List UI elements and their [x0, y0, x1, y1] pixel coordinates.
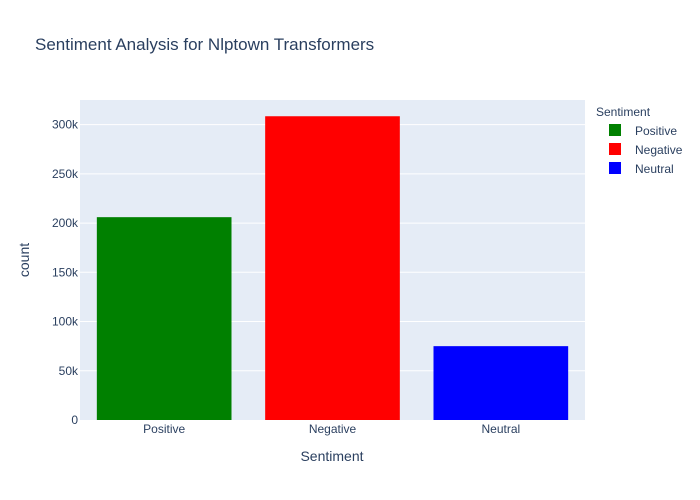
- bar-negative[interactable]: [265, 116, 400, 420]
- y-tick-label: 100k: [52, 315, 79, 329]
- legend: Sentiment Positive Negative Neutral: [596, 105, 683, 176]
- y-tick-label: 250k: [52, 167, 79, 181]
- x-tick-label: Neutral: [481, 422, 520, 436]
- legend-title: Sentiment: [596, 105, 651, 119]
- x-tick-label: Negative: [309, 422, 357, 436]
- bar-neutral[interactable]: [433, 346, 569, 420]
- y-tick-label: 300k: [52, 118, 79, 132]
- x-axis-title: Sentiment: [300, 448, 363, 464]
- legend-label-neutral[interactable]: Neutral: [635, 162, 674, 176]
- x-tick-label: Positive: [143, 422, 185, 436]
- plot-area: 0 50k 100k 150k 200k 250k 300k Positive Negative…: [52, 100, 585, 436]
- y-tick-label: 150k: [52, 265, 79, 279]
- legend-swatch-positive[interactable]: [609, 124, 621, 136]
- legend-label-positive[interactable]: Positive: [635, 124, 677, 138]
- y-tick-label: 0: [71, 413, 78, 427]
- y-axis-title: count: [16, 243, 32, 277]
- legend-swatch-neutral[interactable]: [609, 162, 621, 174]
- y-tick-label: 200k: [52, 216, 79, 230]
- chart-title: Sentiment Analysis for Nlptown Transform…: [35, 35, 374, 54]
- bar-positive[interactable]: [96, 217, 232, 420]
- y-tick-label: 50k: [59, 364, 79, 378]
- legend-swatch-negative[interactable]: [609, 143, 621, 155]
- legend-label-negative[interactable]: Negative: [635, 143, 683, 157]
